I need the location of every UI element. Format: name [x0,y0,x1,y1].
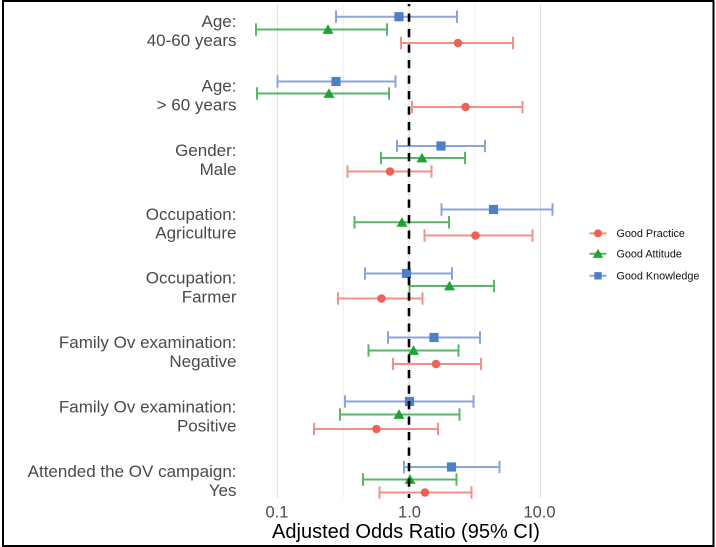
svg-text:Attended the OV campaign:: Attended the OV campaign: [28,462,237,481]
svg-text:Good Knowledge: Good Knowledge [617,271,700,283]
svg-text:1.0: 1.0 [398,504,421,522]
svg-text:Occupation:: Occupation: [146,205,237,224]
svg-text:Occupation:: Occupation: [146,268,237,287]
svg-text:> 60 years: > 60 years [157,95,237,114]
svg-text:Family Ov examination:: Family Ov examination: [59,397,237,416]
svg-text:Age:: Age: [202,12,237,31]
svg-text:Negative: Negative [169,352,236,371]
svg-text:Gender:: Gender: [175,141,236,160]
svg-text:40-60 years: 40-60 years [147,31,237,50]
svg-text:0.1: 0.1 [266,504,289,522]
svg-text:Male: Male [200,160,237,179]
svg-text:10.0: 10.0 [523,504,555,522]
svg-text:Age:: Age: [202,76,237,95]
svg-text:Adjusted Odds Ratio (95% CI): Adjusted Odds Ratio (95% CI) [272,521,540,543]
svg-text:Good Attitude: Good Attitude [617,249,682,261]
svg-text:Family Ov examination:: Family Ov examination: [59,333,237,352]
svg-text:Yes: Yes [209,481,237,500]
svg-text:Farmer: Farmer [182,287,237,306]
svg-text:Agriculture: Agriculture [155,224,236,243]
svg-text:Positive: Positive [177,416,237,435]
svg-text:Good Practice: Good Practice [617,228,685,240]
